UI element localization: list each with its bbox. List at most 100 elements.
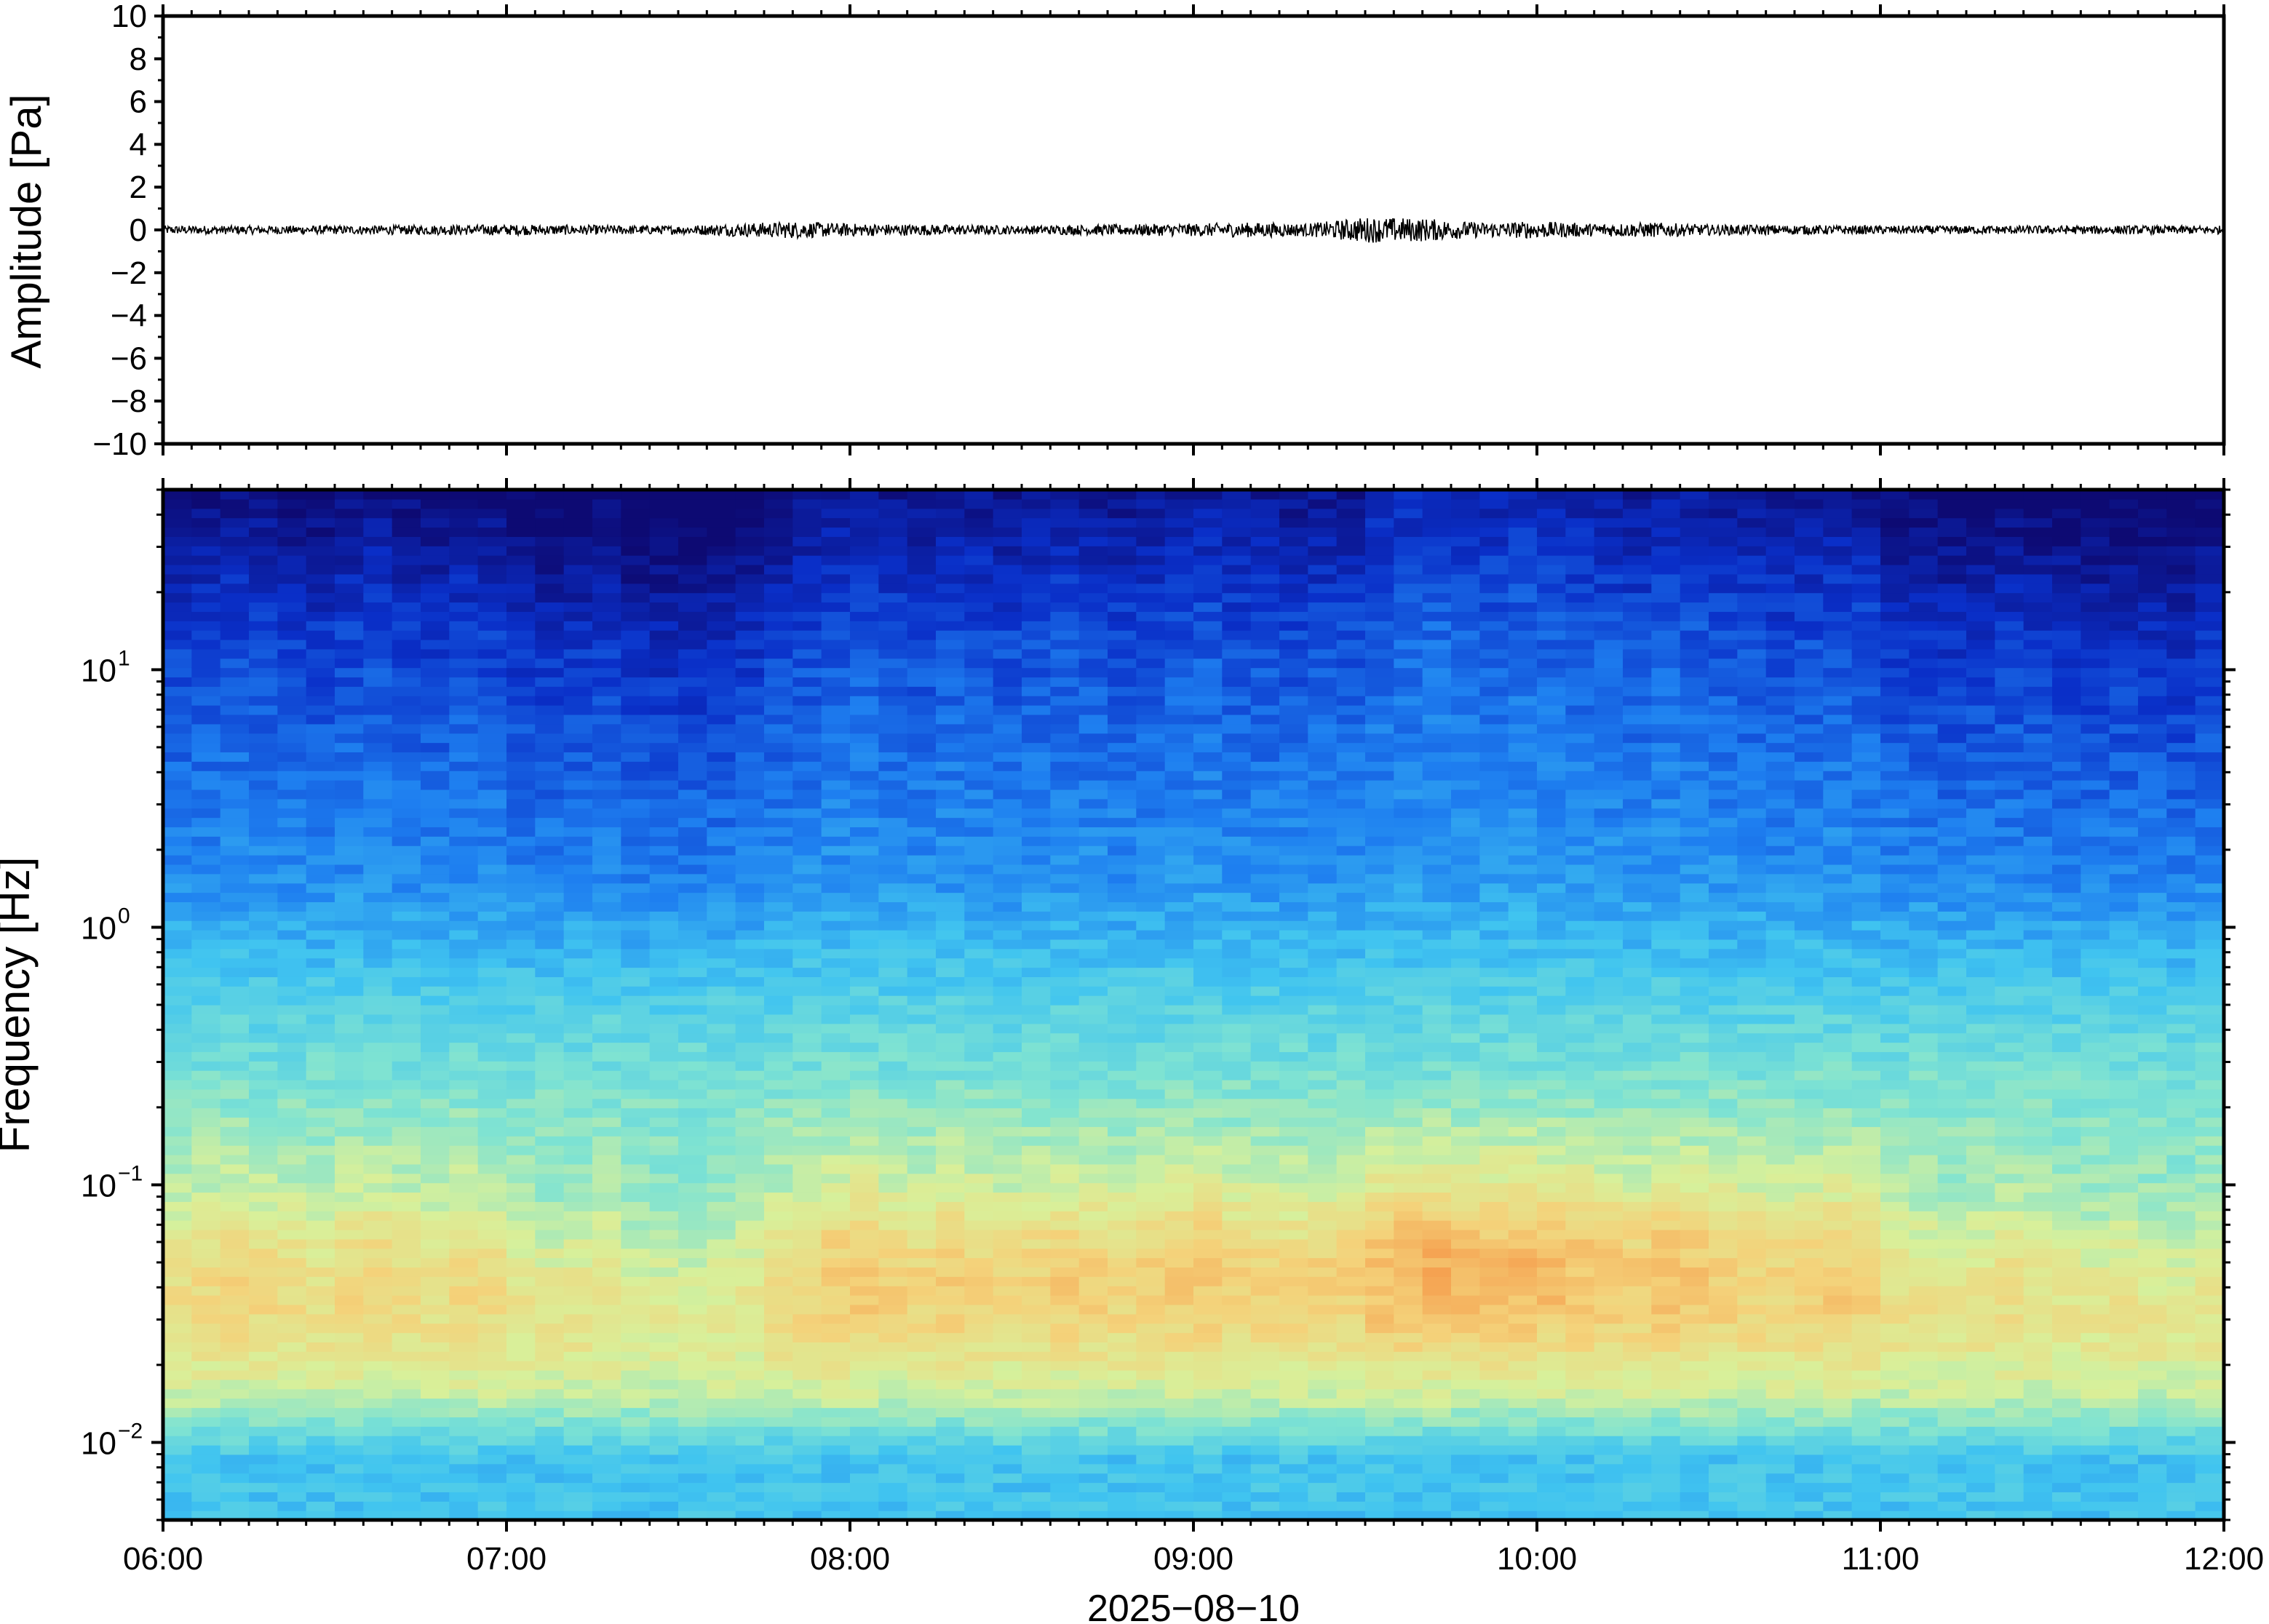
spectrogram-cell (163, 1088, 192, 1099)
spectrogram-cell (735, 864, 765, 875)
spectrogram-cell (764, 1248, 793, 1259)
spectrogram-cell (878, 930, 908, 940)
spectrogram-cell (1136, 1276, 1166, 1286)
spectrogram-cell (821, 873, 851, 884)
spectrogram-cell (907, 1220, 937, 1230)
spectrogram-cell (1279, 1276, 1308, 1286)
spectrogram-cell (936, 1379, 965, 1390)
spectrogram-cell (850, 1061, 879, 1071)
spectrogram-cell (277, 564, 307, 575)
spectrogram-cell (1193, 845, 1223, 856)
spectrogram-cell (1164, 1313, 1194, 1324)
spectrogram-cell (1078, 1201, 1108, 1211)
spectrogram-cell (1050, 771, 1080, 781)
spectrogram-cell (707, 1005, 736, 1015)
spectrogram-cell (621, 798, 651, 809)
spectrogram-cell (592, 527, 621, 537)
spectrogram-cell (277, 789, 307, 800)
spectrogram-cell (678, 845, 707, 856)
spectrogram-cell (878, 1051, 908, 1062)
spectrogram-cell (907, 1304, 937, 1315)
spectrogram-cell (1336, 986, 1366, 996)
spectrogram-cell (993, 583, 1022, 594)
spectrogram-cell (1365, 639, 1394, 650)
spectrogram-cell (1022, 1173, 1051, 1184)
spectrogram-cell (1250, 696, 1280, 706)
spectrogram-cell (363, 1014, 393, 1024)
spectrogram-cell (707, 1388, 736, 1399)
spectrogram-cell (191, 967, 221, 977)
spectrogram-cell (1336, 1342, 1366, 1352)
spectrogram-cell (277, 1482, 307, 1492)
spectrogram-cell (707, 611, 736, 621)
spectrogram-cell (1050, 958, 1080, 968)
spectrogram-cell (850, 1201, 879, 1211)
spectrogram-cell (191, 1295, 221, 1305)
spectrogram-cell (363, 1051, 393, 1062)
spectrogram-cell (850, 771, 879, 781)
spectrogram-cell (993, 1417, 1022, 1427)
spectrogram-cell (1050, 1014, 1080, 1024)
spectrogram-cell (506, 883, 536, 893)
spectrogram-cell (592, 864, 621, 875)
spectrogram-cell (535, 1501, 565, 1511)
spectrogram-cell (964, 901, 994, 912)
spectrogram-cell (1193, 696, 1223, 706)
spectrogram-cell (306, 490, 335, 500)
spectrogram-cell (1365, 948, 1394, 959)
spectrogram-cell (678, 808, 707, 819)
spectrogram-cell (1365, 573, 1394, 584)
spectrogram-cell (678, 789, 707, 800)
spectrogram-cell (477, 1051, 507, 1062)
spectrogram-cell (878, 1436, 908, 1446)
spectrogram-cell (907, 536, 937, 546)
spectrogram-cell (592, 771, 621, 781)
spectrogram-cell (878, 1005, 908, 1015)
spectrogram-cell (306, 1295, 335, 1305)
spectrogram-cell (392, 798, 421, 809)
spectrogram-cell (1222, 1304, 1252, 1315)
spectrogram-cell (821, 1117, 851, 1127)
spectrogram-cell (535, 752, 565, 762)
spectrogram-cell (563, 1182, 593, 1193)
spectrogram-cell (1050, 1342, 1080, 1352)
spectrogram-cell (1365, 742, 1394, 753)
spectrogram-cell (1222, 1388, 1252, 1399)
spectrogram-cell (277, 630, 307, 640)
spectrogram-cell (878, 1014, 908, 1024)
spectrogram-cell (449, 1417, 479, 1427)
spectrogram-cell (1365, 761, 1394, 771)
spectrogram-cell (306, 1163, 335, 1174)
spectrogram-cell (1022, 1267, 1051, 1277)
spectrogram-cell (363, 490, 393, 500)
spectrogram-cell (1279, 1398, 1308, 1409)
spectrogram-cell (936, 1070, 965, 1080)
spectrogram-cell (993, 621, 1022, 631)
spectrogram-cell (563, 648, 593, 659)
spectrogram-cell (363, 555, 393, 565)
spectrogram-cell (1279, 948, 1308, 959)
spectrogram-cell (936, 1088, 965, 1099)
spectrogram-cell (1336, 930, 1366, 940)
spectrogram-cell (277, 883, 307, 893)
spectrogram-cell (249, 911, 278, 921)
spectrogram-cell (191, 1342, 221, 1352)
spectrogram-cell (964, 1229, 994, 1240)
spectrogram-cell (392, 855, 421, 865)
spectrogram-cell (306, 1088, 335, 1099)
spectrogram-cell (936, 639, 965, 650)
spectrogram-cell (821, 771, 851, 781)
spectrogram-cell (506, 714, 536, 725)
spectrogram-cell (592, 1407, 621, 1417)
spectrogram-cell (1222, 536, 1252, 546)
spectrogram-cell (163, 1145, 192, 1155)
spectrogram-cell (1279, 1201, 1308, 1211)
spectrogram-cell (392, 920, 421, 931)
spectrogram-cell (964, 1501, 994, 1511)
spectrogram-cell (1365, 939, 1394, 950)
spectrogram-cell (335, 855, 364, 865)
spectrogram-cell (1250, 714, 1280, 725)
spectrogram-cell (1136, 490, 1166, 500)
spectrogram-cell (191, 1436, 221, 1446)
spectrogram-cell (964, 723, 994, 734)
